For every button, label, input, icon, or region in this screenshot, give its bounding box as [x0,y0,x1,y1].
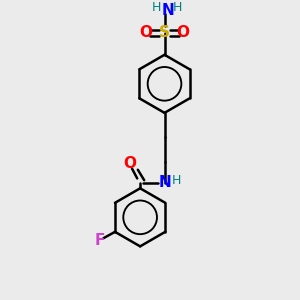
Text: H: H [172,1,182,14]
Text: S: S [159,25,170,40]
Text: H: H [152,1,161,14]
Text: N: N [162,3,174,18]
Text: F: F [95,233,105,248]
Text: O: O [177,25,190,40]
Text: O: O [140,25,152,40]
Text: N: N [158,175,171,190]
Text: H: H [171,174,181,187]
Text: O: O [123,156,136,171]
